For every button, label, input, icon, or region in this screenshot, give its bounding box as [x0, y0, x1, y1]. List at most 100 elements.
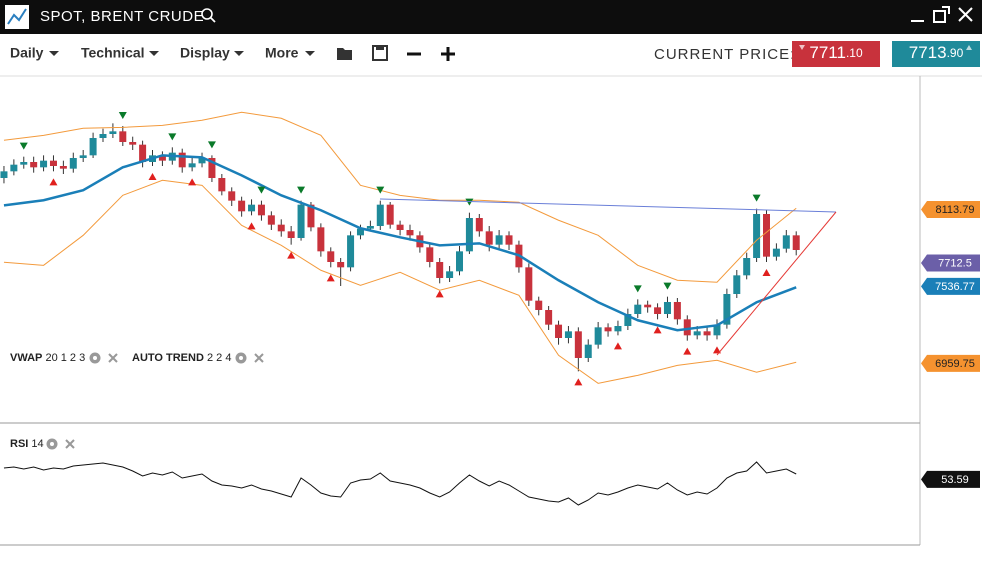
down-arrow — [799, 45, 805, 50]
candle-body — [297, 204, 305, 238]
ask-main: 7713 — [909, 43, 947, 62]
candle-body — [59, 166, 67, 169]
remove-button[interactable] — [254, 353, 264, 363]
sell-signal — [118, 112, 127, 119]
menu-more[interactable]: More — [265, 45, 299, 61]
up-arrow — [966, 45, 972, 50]
remove-button[interactable] — [65, 439, 75, 449]
overlay-params: 2 2 4 — [207, 352, 231, 364]
candle-body — [49, 160, 57, 166]
candle-body — [505, 235, 513, 245]
buy-signal — [653, 326, 662, 334]
candle-body — [782, 235, 790, 249]
candle-body — [158, 155, 166, 161]
bid-box[interactable] — [792, 41, 880, 67]
candle-body — [654, 307, 662, 314]
buy-signal — [683, 347, 692, 355]
buy-signal — [762, 269, 771, 276]
search-button[interactable] — [201, 8, 216, 23]
menu-display[interactable]: Display — [180, 45, 230, 61]
indicator-line — [3, 111, 797, 283]
ask-box[interactable] — [892, 41, 980, 67]
price-badge — [921, 277, 980, 295]
candle-body — [456, 251, 464, 272]
buy-signal — [574, 378, 583, 386]
candle-body — [129, 142, 137, 145]
menu-technical[interactable]: Technical — [81, 45, 145, 61]
sell-signal — [297, 186, 306, 194]
candle-body — [564, 331, 572, 338]
menu-daily[interactable]: Daily — [10, 45, 44, 61]
logo-icon — [7, 8, 27, 25]
candle-body — [703, 331, 711, 336]
save-button[interactable] — [372, 45, 388, 61]
candle-body — [772, 248, 780, 257]
candle-body — [119, 131, 127, 142]
sell-signal — [663, 282, 672, 290]
overlay-params: 20 1 2 3 — [45, 352, 85, 364]
bid-frac: .10 — [846, 46, 863, 60]
candle-body — [218, 178, 226, 192]
trend-line — [379, 198, 837, 213]
indicator-line — [3, 154, 797, 332]
candle-body — [763, 214, 771, 257]
candle-body — [228, 191, 236, 201]
title-bar — [0, 0, 982, 34]
candle-body — [663, 302, 671, 314]
plot — [0, 111, 800, 506]
sell-signal — [465, 198, 474, 206]
candle-body — [79, 155, 87, 158]
trend-line — [716, 211, 837, 356]
settings-button[interactable] — [89, 352, 101, 364]
candle-body — [723, 294, 731, 325]
rsi-params: 14 — [31, 438, 43, 450]
candle-body — [743, 258, 751, 276]
toolbar: Daily Technical Display More CURRENT PRI… — [10, 41, 980, 67]
candle-body — [238, 200, 246, 212]
candle-body — [396, 224, 404, 230]
overlay-name: AUTO TREND — [132, 352, 204, 364]
settings-button[interactable] — [235, 352, 247, 364]
indicator-line — [3, 179, 797, 384]
current-price-label: CURRENT PRICE: — [654, 46, 795, 63]
candle-body — [99, 134, 107, 138]
candle-body — [366, 226, 374, 229]
candle-body — [307, 204, 315, 228]
candle-body — [248, 204, 256, 212]
sell-signal — [257, 186, 266, 194]
remove-button[interactable] — [108, 353, 118, 363]
candle-body — [604, 327, 612, 332]
candle-body — [465, 218, 473, 252]
settings-button[interactable] — [46, 438, 58, 450]
overlay-name: VWAP — [10, 352, 42, 364]
candle-body — [713, 324, 721, 336]
candle-body — [792, 235, 800, 250]
price-badge-label: 6959.75 — [935, 358, 975, 370]
candle-body — [10, 164, 18, 172]
candle-body — [277, 224, 285, 232]
candle-body — [386, 204, 394, 225]
dropdown-arrow — [149, 51, 159, 56]
candle-body — [0, 171, 8, 178]
popout-button[interactable] — [933, 6, 950, 23]
candle-body — [347, 235, 355, 268]
candle-body — [208, 158, 216, 178]
candle-body — [20, 162, 28, 165]
candle-body — [317, 227, 325, 252]
open-button[interactable] — [337, 48, 352, 60]
candle-body — [109, 131, 117, 134]
instrument-title: SPOT, BRENT CRUDE — [40, 8, 204, 25]
candle-body — [426, 247, 434, 262]
zoom-in-button[interactable] — [441, 47, 455, 61]
candle-body — [436, 262, 444, 278]
candle-body — [495, 235, 503, 245]
candle-body — [644, 304, 652, 308]
candle-body — [139, 144, 147, 162]
candle-body — [327, 251, 335, 262]
close-button[interactable] — [958, 7, 973, 22]
buy-signal — [712, 346, 721, 354]
candle-body — [673, 302, 681, 320]
price-badge — [921, 200, 980, 218]
dropdown-arrow — [49, 51, 59, 56]
